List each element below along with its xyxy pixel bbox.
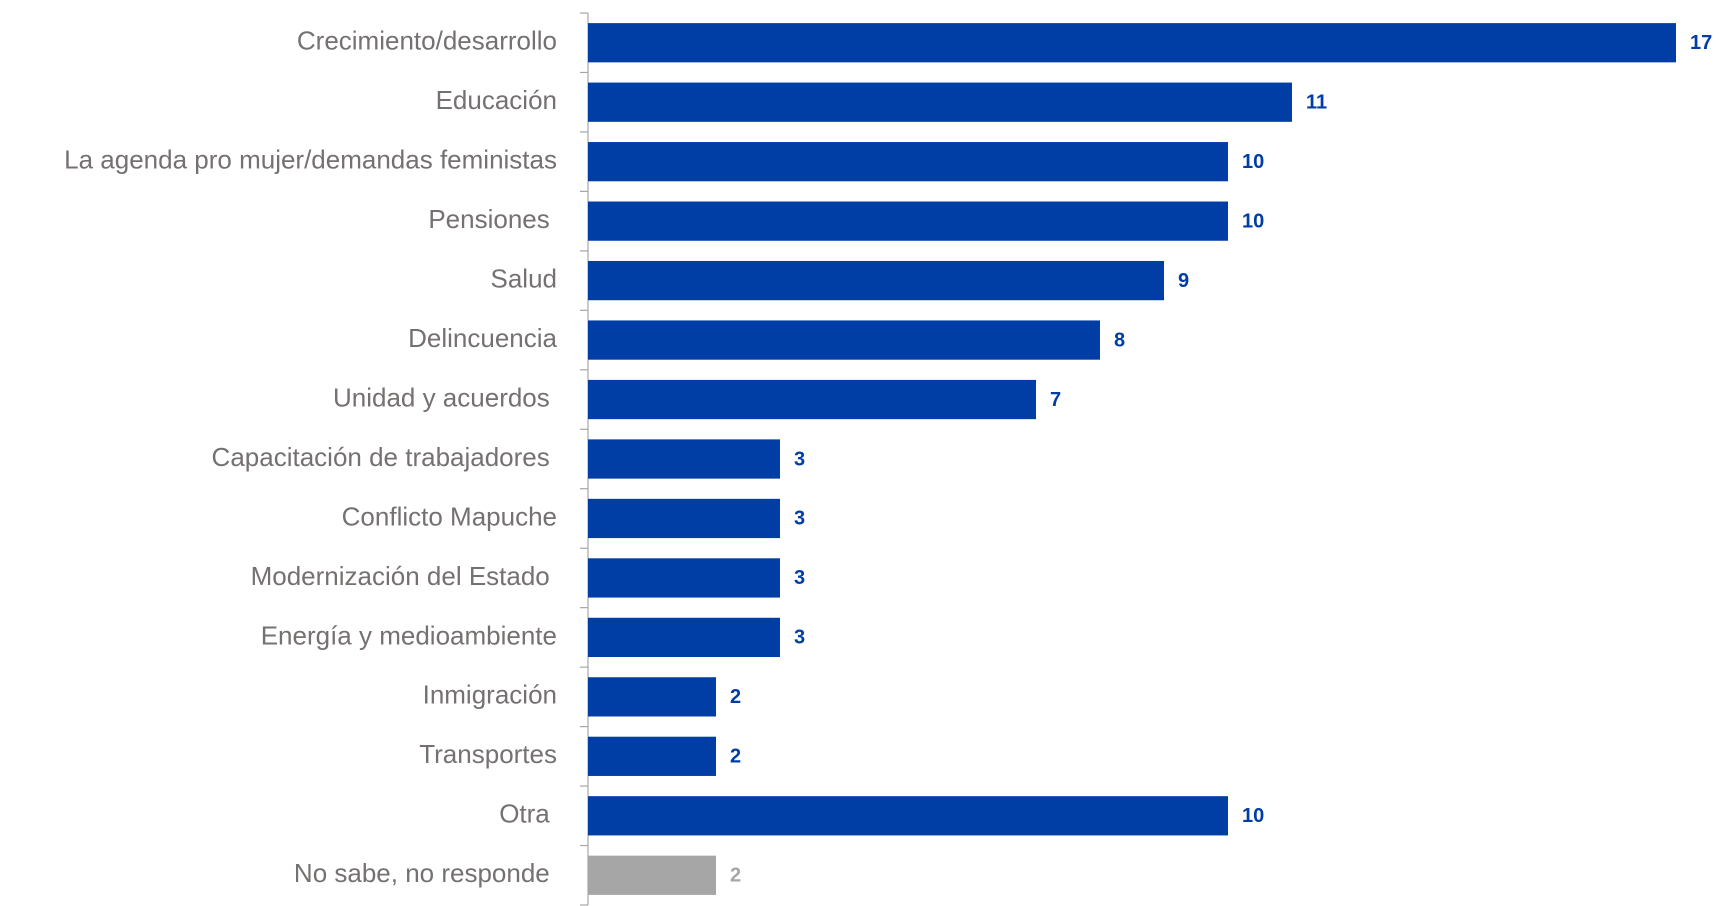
bar [588, 677, 716, 717]
value-label: 10 [1242, 151, 1264, 173]
category-label: Capacitación de trabajadores [212, 442, 557, 472]
bar [588, 379, 1036, 420]
category-label: Pensiones [428, 204, 557, 234]
value-label: 3 [794, 448, 805, 470]
category-label: Educación [436, 85, 557, 115]
value-label: 11 [1306, 91, 1327, 113]
category-label: Energía y medioambiente [261, 620, 557, 650]
bar [588, 23, 1676, 63]
value-label: 3 [794, 627, 805, 649]
value-label: 17 [1690, 32, 1712, 54]
bar [588, 260, 1164, 301]
category-label: Conflicto Mapuche [342, 501, 557, 531]
value-label: 2 [730, 746, 741, 768]
value-label: 2 [730, 686, 741, 708]
value-label: 9 [1178, 270, 1189, 292]
category-label: Inmigración [423, 680, 557, 710]
bar [588, 201, 1228, 241]
bar [588, 617, 780, 658]
category-label: Unidad y acuerdos [333, 382, 557, 412]
value-label: 10 [1242, 210, 1264, 232]
value-label: 8 [1114, 329, 1125, 351]
category-label: Modernización del Estado [251, 561, 557, 591]
bar [588, 498, 780, 539]
bar [588, 558, 780, 598]
bar [588, 736, 716, 776]
category-label: Transportes [419, 739, 557, 769]
category-label: Salud [491, 263, 558, 293]
category-label: Delincuencia [408, 323, 557, 353]
bar [588, 855, 716, 895]
value-label: 3 [794, 567, 805, 589]
bar [588, 320, 1100, 360]
bar [588, 796, 1228, 836]
value-label: 2 [730, 865, 741, 887]
category-label: Otra [499, 799, 557, 829]
value-label: 10 [1242, 805, 1264, 827]
value-label: 7 [1050, 389, 1061, 411]
category-label: Crecimiento/desarrollo [297, 26, 557, 56]
value-label: 3 [794, 508, 805, 530]
category-label: La agenda pro mujer/demandas feministas [64, 145, 557, 175]
bar [588, 142, 1228, 182]
bar [588, 82, 1292, 122]
bar [588, 439, 780, 479]
category-label: No sabe, no responde [294, 858, 557, 888]
